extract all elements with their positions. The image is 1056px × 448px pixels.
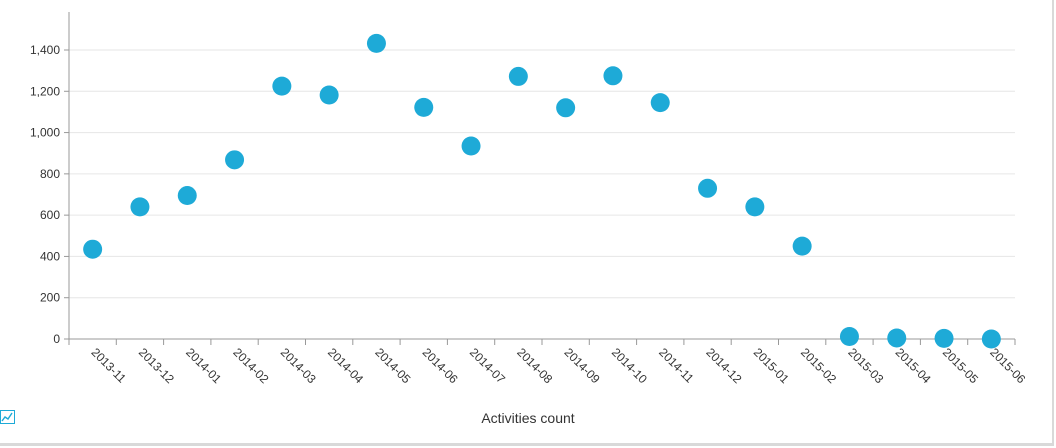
x-tick-label: 2014-08: [514, 345, 555, 386]
data-point: [177, 186, 197, 206]
y-tick-label: 1,200: [30, 84, 60, 98]
x-tick-label: 2015-02: [798, 345, 839, 386]
y-tick-label: 1,000: [30, 126, 60, 140]
data-points: [83, 33, 1001, 349]
x-tick-label: 2015-06: [987, 345, 1028, 386]
y-axis-ticks: 0 200 400 600 800 1,000 1,200 1,400: [30, 43, 60, 346]
y-tick-label: 800: [40, 167, 60, 181]
x-tick-label: 2014-10: [609, 345, 650, 386]
y-tick-label: 600: [40, 208, 60, 222]
data-point: [272, 76, 292, 96]
data-point: [414, 97, 434, 117]
x-tick-label: 2014-11: [656, 345, 697, 386]
x-tick-label: 2014-05: [372, 345, 413, 386]
x-tick-label: 2015-04: [893, 345, 934, 386]
data-point: [887, 328, 907, 348]
data-point: [366, 33, 386, 53]
data-point: [508, 66, 528, 86]
data-point: [130, 197, 150, 217]
data-point: [319, 85, 339, 105]
axes: [64, 12, 1016, 345]
x-tick-label: 2015-03: [845, 345, 886, 386]
legend[interactable]: Activities count: [0, 410, 1056, 426]
data-point: [698, 178, 718, 198]
x-tick-label: 2014-12: [703, 345, 744, 386]
x-tick-label: 2014-01: [183, 345, 224, 386]
data-point: [83, 239, 103, 259]
x-tick-label: 2015-01: [751, 345, 792, 386]
data-point: [745, 197, 765, 217]
y-tick-label: 0: [53, 332, 60, 346]
x-tick-label: 2015-05: [940, 345, 981, 386]
x-tick-label: 2014-04: [325, 345, 366, 386]
data-point: [603, 66, 623, 86]
y-tick-label: 1,400: [30, 43, 60, 57]
data-point: [225, 150, 245, 170]
data-point: [556, 98, 576, 118]
gridlines: [69, 49, 1015, 299]
x-axis-ticks: 2013-11 2013-12 2014-01 2014-02 2014-03 2014-…: [89, 345, 1029, 386]
legend-label: Activities count: [481, 410, 575, 426]
data-point: [650, 93, 670, 113]
data-point: [461, 136, 481, 156]
x-tick-label: 2013-11: [89, 345, 130, 386]
y-tick-label: 200: [40, 291, 60, 305]
x-tick-label: 2013-12: [136, 345, 177, 386]
data-point: [981, 329, 1001, 349]
y-tick-label: 400: [40, 249, 60, 263]
x-tick-label: 2014-02: [230, 345, 271, 386]
x-tick-label: 2014-09: [562, 345, 603, 386]
line-chart-icon: [0, 410, 15, 424]
data-point: [792, 236, 812, 256]
x-tick-label: 2014-07: [467, 345, 508, 386]
data-point: [934, 328, 954, 348]
x-tick-label: 2014-03: [278, 345, 319, 386]
x-tick-label: 2014-06: [420, 345, 461, 386]
data-point: [839, 327, 859, 347]
